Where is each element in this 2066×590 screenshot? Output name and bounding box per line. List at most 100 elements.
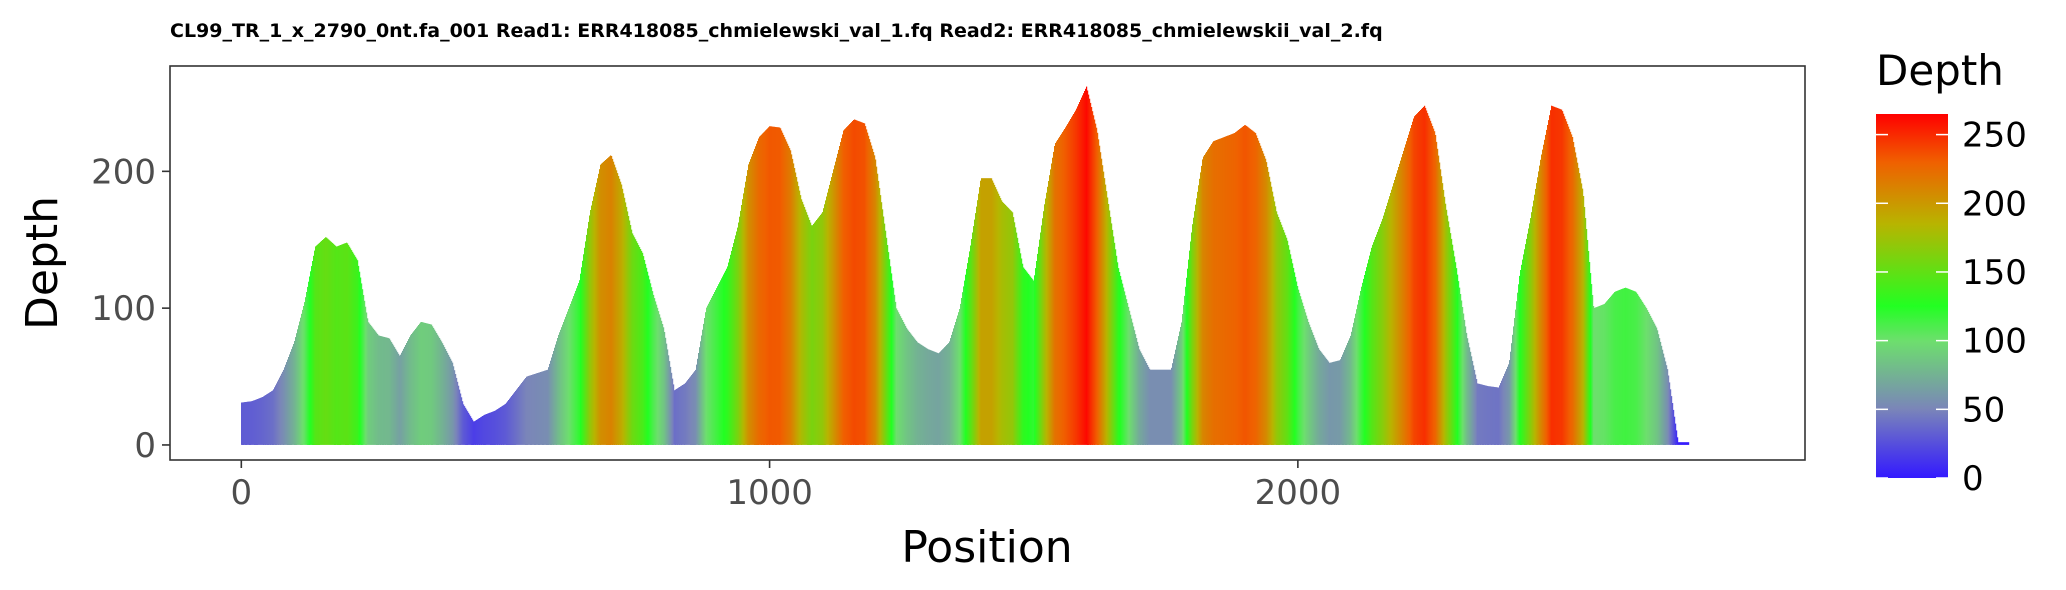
depth-column — [462, 401, 464, 445]
depth-column — [1602, 304, 1604, 445]
depth-column — [1304, 309, 1306, 445]
depth-column — [1579, 173, 1581, 445]
depth-column — [318, 243, 320, 445]
depth-column — [1325, 357, 1327, 445]
depth-column — [1548, 120, 1550, 445]
depth-column — [544, 370, 546, 445]
depth-column — [982, 178, 984, 445]
depth-column — [1664, 357, 1666, 445]
depth-column — [648, 275, 650, 445]
depth-column — [1365, 271, 1367, 445]
depth-column — [1139, 349, 1141, 445]
depth-column — [1499, 385, 1501, 445]
depth-column — [865, 126, 867, 445]
depth-column — [1298, 289, 1300, 445]
depth-column — [273, 389, 275, 445]
depth-column — [350, 248, 352, 445]
depth-column — [1135, 334, 1137, 445]
depth-column — [1414, 116, 1416, 445]
depth-column — [907, 329, 909, 445]
depth-column — [1357, 304, 1359, 445]
depth-column — [789, 148, 791, 445]
depth-column — [1060, 135, 1062, 445]
depth-column — [842, 134, 844, 445]
depth-column — [688, 378, 690, 445]
depth-column — [1641, 300, 1643, 445]
depth-column — [1477, 383, 1479, 445]
depth-column — [435, 331, 437, 445]
depth-column — [580, 273, 582, 445]
depth-column — [1587, 240, 1589, 445]
depth-column — [1618, 290, 1620, 445]
depth-column — [1003, 203, 1005, 445]
depth-column — [1008, 208, 1010, 445]
depth-column — [818, 217, 820, 445]
depth-column — [703, 323, 705, 445]
depth-column — [914, 338, 916, 445]
depth-column — [1129, 310, 1131, 445]
depth-column — [378, 335, 380, 445]
depth-column — [278, 379, 280, 445]
depth-column — [428, 323, 430, 445]
depth-column — [1520, 270, 1522, 445]
depth-column — [548, 367, 550, 445]
depth-column — [343, 243, 345, 445]
depth-column — [728, 262, 730, 445]
depth-column — [1390, 192, 1392, 445]
depth-column — [1041, 225, 1043, 445]
depth-column — [1607, 300, 1609, 445]
depth-column — [1071, 117, 1073, 445]
depth-column — [692, 373, 694, 445]
depth-column — [1193, 217, 1195, 445]
depth-column — [792, 158, 794, 445]
depth-column — [1028, 274, 1030, 445]
depth-column — [419, 323, 421, 445]
depth-column — [918, 343, 920, 445]
legend-title: Depth — [1876, 46, 2004, 95]
depth-column — [440, 339, 442, 445]
depth-column — [518, 387, 520, 445]
depth-column — [344, 243, 346, 445]
depth-column — [1292, 263, 1294, 445]
depth-column — [810, 222, 812, 445]
depth-column — [786, 141, 788, 445]
depth-column — [1250, 129, 1252, 445]
depth-column — [749, 161, 751, 446]
depth-column — [470, 416, 472, 445]
depth-column — [835, 161, 837, 445]
depth-column — [385, 337, 387, 445]
depth-column — [809, 220, 811, 445]
depth-column — [983, 178, 985, 445]
depth-column — [565, 316, 567, 445]
depth-column — [735, 235, 737, 445]
depth-column — [1264, 156, 1266, 445]
depth-column — [1124, 291, 1126, 445]
depth-column — [1111, 223, 1113, 445]
depth-column — [617, 173, 619, 445]
depth-column — [912, 335, 914, 445]
depth-column — [1368, 259, 1370, 445]
depth-column — [412, 332, 414, 445]
depth-column — [496, 409, 498, 445]
depth-column — [1010, 210, 1012, 445]
depth-column — [1317, 345, 1319, 445]
depth-column — [961, 298, 963, 445]
depth-column — [970, 245, 972, 445]
depth-column — [1442, 183, 1444, 445]
depth-column — [1657, 330, 1659, 445]
depth-column — [561, 327, 563, 445]
depth-column — [1552, 106, 1554, 445]
depth-column — [1403, 150, 1405, 445]
depth-column — [570, 303, 572, 445]
depth-column — [658, 311, 660, 445]
depth-column — [1542, 149, 1544, 445]
depth-column — [547, 369, 549, 445]
depth-column — [860, 121, 862, 445]
depth-column — [319, 242, 321, 445]
depth-column — [358, 265, 360, 445]
depth-column — [1396, 173, 1398, 445]
depth-column — [1590, 273, 1592, 445]
depth-column — [619, 178, 621, 445]
depth-column — [423, 322, 425, 445]
depth-column — [1545, 134, 1547, 445]
